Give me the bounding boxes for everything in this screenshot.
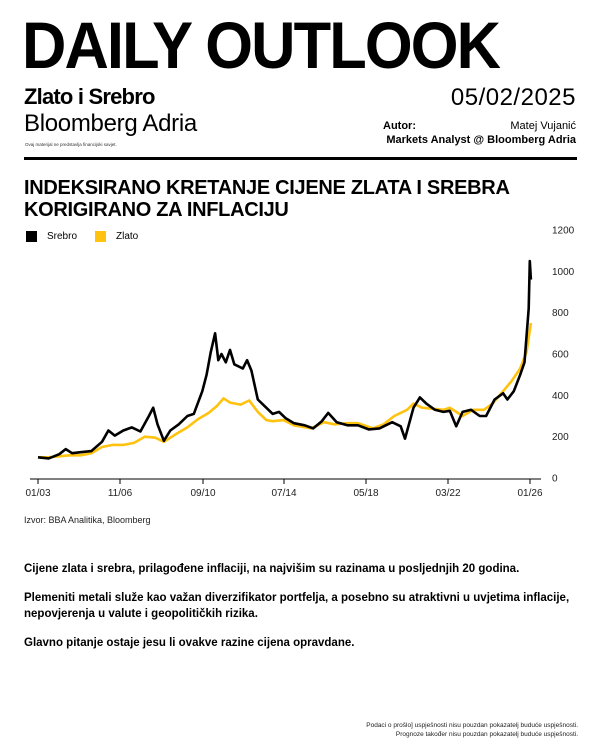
footnote: Podaci o prošlo] uspješnosti nisu pouzda…: [366, 721, 578, 739]
y-tick-label: 800: [552, 308, 569, 319]
author-role: Markets Analyst @ Bloomberg Adria: [386, 134, 576, 146]
report-subtitle: Zlato i Srebro: [24, 84, 155, 109]
page-title: DAILY OUTLOOK: [22, 8, 501, 82]
chart-legend: Srebro Zlato: [26, 231, 156, 242]
footnote-line-1: Podaci o prošlo] uspješnosti nisu pouzda…: [366, 722, 578, 729]
author-name: Matej Vujanić: [510, 120, 576, 132]
series-line-srebro: [37, 259, 533, 460]
x-tick-label: 07/14: [271, 488, 296, 499]
source-note: Izvor: BBA Analitika, Bloomberg: [24, 515, 151, 525]
chart-title: INDEKSIRANO KRETANJE CIJENE ZLATA I SREB…: [24, 177, 509, 221]
legend-label-zlato: Zlato: [116, 231, 139, 242]
x-axis: 01/03 11/06 09/10 07/14 05/18 03/22 01/26: [25, 478, 543, 499]
series-layer: [37, 259, 533, 460]
y-tick-label: 200: [552, 432, 569, 443]
y-tick-label: 1000: [552, 267, 575, 278]
author-label: Autor:: [383, 120, 416, 132]
x-tick-label: 11/06: [108, 488, 133, 499]
disclaimer-text: Ovaj materijal ne predstavlja financijsk…: [25, 142, 117, 147]
x-tick-label: 09/10: [190, 488, 215, 499]
x-tick-label: 05/18: [353, 488, 378, 499]
y-tick-label: 0: [552, 474, 558, 485]
series-line-zlato: [38, 322, 533, 459]
paragraph-1: Cijene zlata i srebra, prilagođene infla…: [24, 563, 520, 575]
x-tick-label: 03/22: [435, 488, 460, 499]
header-divider: [24, 157, 577, 160]
legend-item-srebro: Srebro: [26, 231, 77, 242]
legend-item-zlato: Zlato: [95, 231, 138, 242]
footnote-line-2: Prognoze također nisu pouzdan pokazatelj…: [395, 731, 578, 738]
brand-name: Bloomberg Adria: [24, 110, 197, 137]
y-tick-label: 600: [552, 350, 569, 361]
x-tick-label: 01/03: [25, 488, 50, 499]
line-chart: 0 200 400 600 800 1000 1200 01/03 11/06 09/10 07/…: [25, 226, 575, 500]
legend-swatch-zlato: [95, 231, 107, 242]
paragraph-2: Plemeniti metali služe kao važan diverzi…: [24, 592, 570, 620]
y-tick-label: 1200: [552, 226, 575, 237]
report-date: 05/02/2025: [450, 84, 576, 111]
y-axis: 0 200 400 600 800 1000 1200: [552, 226, 575, 485]
legend-label-srebro: Srebro: [47, 231, 78, 242]
paragraph-3: Glavno pitanje ostaje jesu li ovakve raz…: [24, 637, 355, 649]
y-tick-label: 400: [552, 391, 569, 402]
x-tick-label: 01/26: [517, 488, 542, 499]
legend-swatch-srebro: [26, 231, 37, 242]
